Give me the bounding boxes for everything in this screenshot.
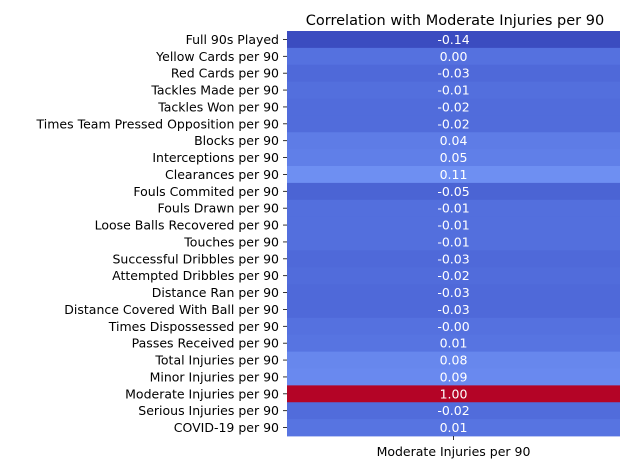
cell-value-label: -0.03 xyxy=(437,251,469,266)
heatmap-cell xyxy=(287,334,620,353)
row-label: Fouls Drawn per 90 xyxy=(158,201,280,216)
heatmap-cell xyxy=(287,115,620,133)
heatmap-cell xyxy=(287,267,620,285)
cell-value-label: -0.03 xyxy=(437,285,469,300)
heatmap-cell xyxy=(287,98,620,116)
row-label: Total Injuries per 90 xyxy=(154,353,279,368)
row-label: Tackles Won per 90 xyxy=(157,99,279,114)
heatmap-cell xyxy=(287,64,620,83)
row-label: Serious Injuries per 90 xyxy=(138,403,279,418)
cell-value-label: -0.01 xyxy=(437,201,469,216)
heatmap-cell xyxy=(287,166,620,184)
row-label: COVID-19 per 90 xyxy=(174,420,279,435)
cell-value-label: -0.02 xyxy=(437,116,469,131)
column-label: Moderate Injuries per 90 xyxy=(377,444,531,459)
cell-value-label: -0.02 xyxy=(437,403,469,418)
cell-value-label: 0.01 xyxy=(440,420,468,435)
row-label: Passes Received per 90 xyxy=(132,336,279,351)
row-label: Moderate Injuries per 90 xyxy=(125,386,279,401)
row-label: Distance Ran per 90 xyxy=(152,285,279,300)
cell-value-label: 1.00 xyxy=(440,386,468,401)
heatmap-cell xyxy=(287,182,620,201)
row-label: Touches per 90 xyxy=(183,234,279,249)
row-label: Clearances per 90 xyxy=(165,167,279,182)
row-label: Minor Injuries per 90 xyxy=(150,369,279,384)
cell-value-label: 0.09 xyxy=(440,369,468,384)
x-axis: Moderate Injuries per 90 xyxy=(377,436,531,459)
cell-value-label: 0.00 xyxy=(440,49,468,64)
cell-value-label: 0.04 xyxy=(440,133,468,148)
row-label: Times Dispossessed per 90 xyxy=(108,319,279,334)
cell-value-label: -0.14 xyxy=(437,32,469,47)
cell-value-label: 0.11 xyxy=(440,167,468,182)
row-label: Interceptions per 90 xyxy=(152,150,279,165)
cell-value-label: -0.05 xyxy=(437,184,469,199)
cell-value-label: -0.01 xyxy=(437,218,469,233)
cell-value-label: -0.02 xyxy=(437,99,469,114)
heatmap-cell xyxy=(287,402,620,420)
heatmap-cell xyxy=(287,419,620,437)
heatmap-cell xyxy=(287,31,620,49)
row-label: Distance Covered With Ball per 90 xyxy=(64,302,279,317)
row-label: Tackles Made per 90 xyxy=(150,83,279,98)
row-label: Attempted Dribbles per 90 xyxy=(112,268,279,283)
cell-value-label: -0.03 xyxy=(437,302,469,317)
heatmap-cell xyxy=(287,250,620,268)
heatmap-cell xyxy=(287,284,620,302)
chart-title: Correlation with Moderate Injuries per 9… xyxy=(306,13,604,29)
heatmap-cell xyxy=(287,81,620,99)
heatmap-cell xyxy=(287,216,620,234)
heatmap-cells: -0.140.00-0.03-0.01-0.02-0.020.040.050.1… xyxy=(287,31,620,437)
heatmap-cell xyxy=(287,351,620,369)
cell-value-label: -0.03 xyxy=(437,66,469,81)
row-label: Fouls Commited per 90 xyxy=(133,184,279,199)
cell-value-label: 0.01 xyxy=(440,336,468,351)
row-label: Times Team Pressed Opposition per 90 xyxy=(36,116,280,131)
cell-value-label: -0.02 xyxy=(437,268,469,283)
row-label: Blocks per 90 xyxy=(194,133,279,148)
heatmap-cell xyxy=(287,199,620,218)
heatmap-cell xyxy=(287,368,620,386)
row-label: Full 90s Played xyxy=(186,32,279,47)
row-label: Red Cards per 90 xyxy=(171,66,279,81)
heatmap-cell xyxy=(287,233,620,251)
heatmap-cell xyxy=(287,132,620,150)
cell-value-label: 0.08 xyxy=(440,353,468,368)
cell-value-label: -0.00 xyxy=(437,319,469,334)
cell-value-label: 0.05 xyxy=(440,150,468,165)
heatmap-cell xyxy=(287,385,620,403)
heatmap-cell xyxy=(287,47,620,66)
row-label: Successful Dribbles per 90 xyxy=(113,251,280,266)
heatmap-cell xyxy=(287,149,620,167)
row-label: Loose Balls Recovered per 90 xyxy=(95,218,279,233)
cell-value-label: -0.01 xyxy=(437,234,469,249)
row-labels: Full 90s Played Yellow Cards per 90 Red Ca… xyxy=(36,32,287,435)
heatmap-cell xyxy=(287,301,620,319)
row-label: Yellow Cards per 90 xyxy=(155,49,279,64)
heatmap-cell xyxy=(287,317,620,336)
cell-value-label: -0.01 xyxy=(437,83,469,98)
